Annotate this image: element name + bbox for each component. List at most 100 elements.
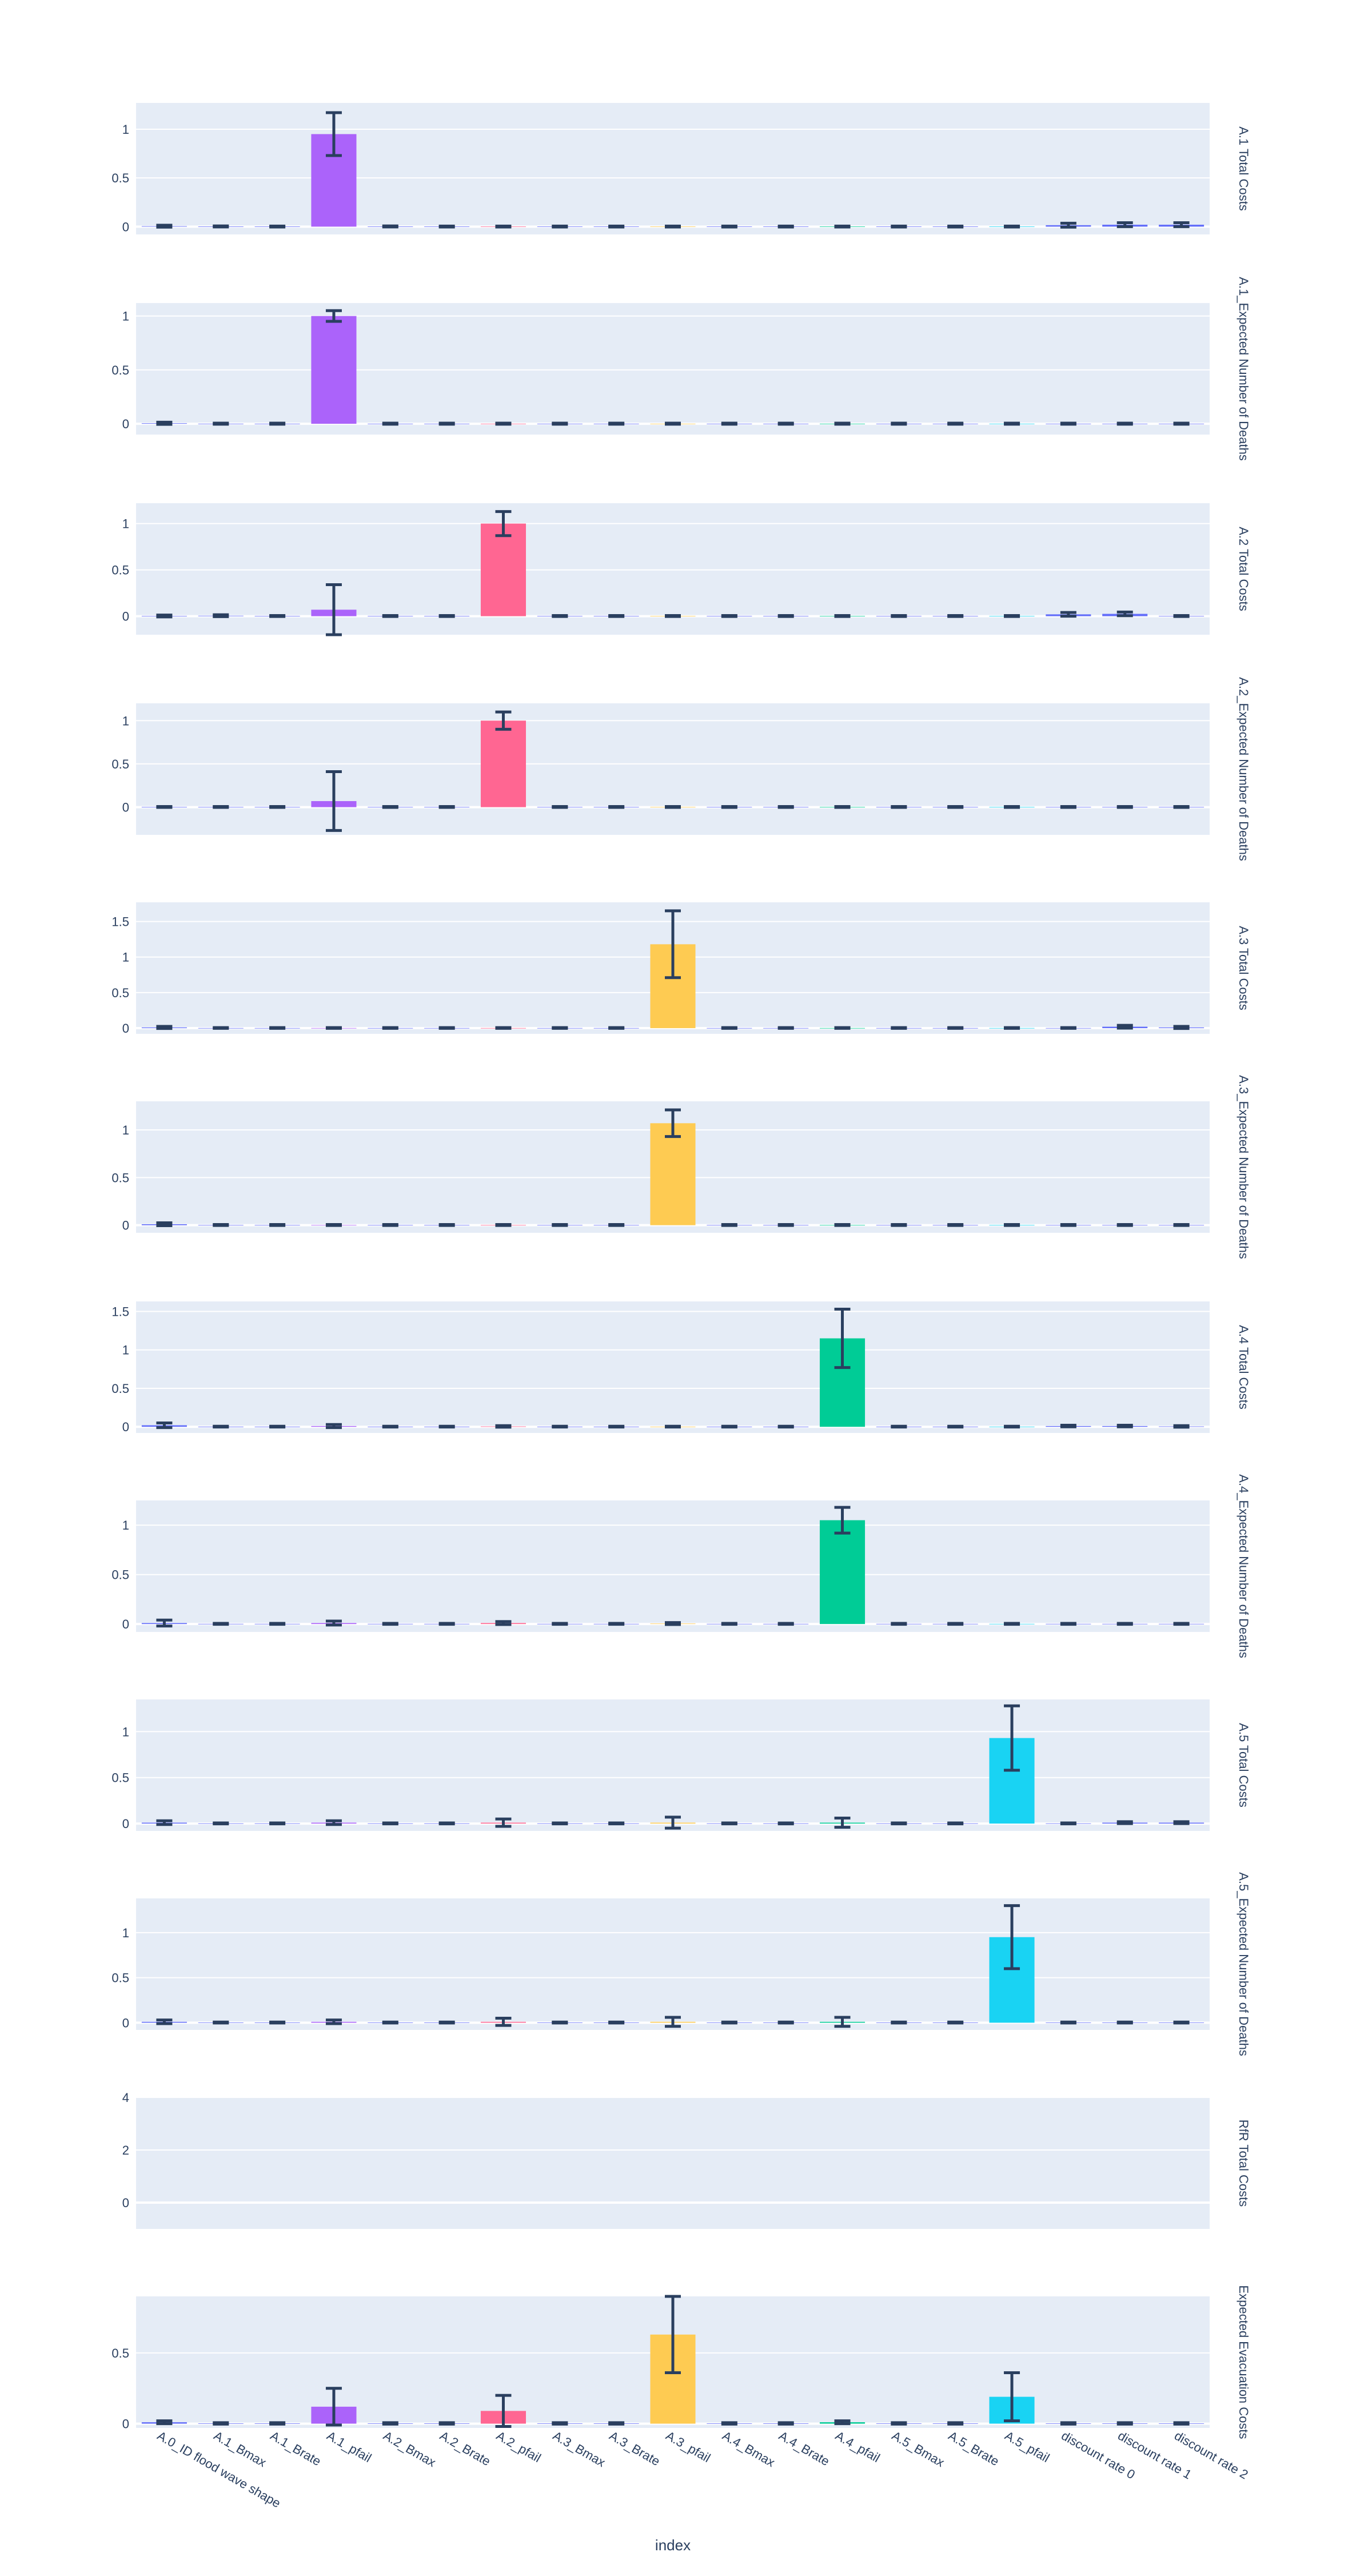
- error-bar-a-3-brate: [608, 1622, 625, 1626]
- x-tick-label: A.2_Bmax: [381, 2428, 438, 2470]
- y-tick-label: 1: [122, 1343, 129, 1357]
- error-bar-a-5-bmax: [891, 1424, 907, 1429]
- error-bar-a-4-bmax: [721, 805, 737, 809]
- panel-1: 0 0.5 1 A.1 Total Costs: [111, 103, 1251, 234]
- x-tick-label: A.4_pfail: [833, 2428, 883, 2465]
- y-tick-label: 0: [122, 1617, 129, 1631]
- y-tick-label: 1: [122, 122, 129, 137]
- error-bar-discount-rate-1: [1116, 1820, 1133, 1825]
- error-bar-a-1-brate: [269, 2421, 286, 2426]
- panel-10: 0 0.5 1 A.5_Expected Number of Deaths: [111, 1872, 1251, 2056]
- error-bar-a-3-bmax: [552, 224, 568, 229]
- y-tick-label: 0: [122, 2417, 129, 2431]
- error-bar-a-2-brate: [438, 224, 455, 229]
- error-bar-a-2-pfail: [495, 1223, 512, 1227]
- error-bar-a-4-pfail: [834, 614, 851, 618]
- error-bar-a-5-pfail: [1004, 1622, 1020, 1626]
- error-bar-a-5-brate: [947, 2421, 964, 2426]
- y-tick-label: 0: [122, 2016, 129, 2030]
- error-bar-a-2-brate: [438, 805, 455, 809]
- error-bar-discount-rate-0: [1060, 2020, 1076, 2025]
- error-bar-a-5-brate: [947, 421, 964, 426]
- y-tick-label: 0.5: [111, 1170, 129, 1185]
- error-bar-a-3-brate: [608, 1424, 625, 1429]
- error-bar-a-5-bmax: [891, 421, 907, 426]
- y-axis-title: A.3 Total Costs: [1237, 926, 1251, 1010]
- error-bar-a-4-bmax: [721, 2421, 737, 2426]
- x-tick-label: A.1_pfail: [324, 2428, 374, 2465]
- x-tick-label: A.4_Bmax: [720, 2428, 777, 2470]
- y-tick-label: 0.5: [111, 1971, 129, 1985]
- error-bar-a-3-bmax: [552, 614, 568, 618]
- error-bar-a-1-pfail: [325, 309, 342, 323]
- error-bar-a-3-pfail: [665, 805, 681, 809]
- y-axis-title: A.1 Total Costs: [1237, 126, 1251, 211]
- error-bar-a-3-bmax: [552, 2020, 568, 2025]
- error-bar-a-2-bmax: [382, 421, 398, 426]
- error-bar-discount-rate-1: [1116, 421, 1133, 426]
- error-bar-discount-rate-1: [1116, 2421, 1133, 2426]
- bar-a-4-pfail: [819, 1520, 866, 1625]
- y-axis-title: A.5 Total Costs: [1237, 1723, 1251, 1807]
- error-bar-discount-rate-2: [1173, 1622, 1190, 1626]
- error-bar-a-1-bmax: [213, 1223, 229, 1227]
- error-bar-a-3-brate: [608, 1223, 625, 1227]
- error-bar-a-4-pfail: [834, 1307, 851, 1369]
- error-bar-a-0-id-flood-wave-shape: [156, 224, 173, 229]
- y-tick-label: 1: [122, 1518, 129, 1532]
- error-bar-a-1-pfail: [325, 2387, 342, 2427]
- y-tick-label: 0.5: [111, 563, 129, 578]
- error-bar-a-2-brate: [438, 1424, 455, 1429]
- y-axis-title: A.5_Expected Number of Deaths: [1237, 1872, 1251, 2056]
- error-bar-discount-rate-0: [1060, 1622, 1076, 1626]
- error-bar-a-5-bmax: [891, 1821, 907, 1826]
- error-bar-discount-rate-1: [1116, 1223, 1133, 1227]
- error-bar-a-0-id-flood-wave-shape: [156, 805, 173, 809]
- error-bar-a-4-bmax: [721, 224, 737, 229]
- panel-12: 0 0.5 Expected Evacuation Costs: [111, 2285, 1251, 2439]
- x-tick-label: A.5_Brate: [946, 2428, 1002, 2469]
- error-bar-discount-rate-1: [1116, 1424, 1133, 1428]
- error-bar-a-0-id-flood-wave-shape: [156, 1025, 173, 1030]
- error-bar-a-2-bmax: [382, 1622, 398, 1626]
- error-bar-a-1-bmax: [213, 613, 229, 618]
- y-tick-label: 0.5: [111, 363, 129, 377]
- error-bar-a-1-pfail: [325, 1619, 342, 1627]
- error-bar-a-0-id-flood-wave-shape: [156, 2018, 173, 2025]
- error-bar-a-0-id-flood-wave-shape: [156, 1819, 173, 1826]
- y-tick-label: 0: [122, 417, 129, 431]
- error-bar-a-0-id-flood-wave-shape: [156, 1221, 173, 1227]
- error-bar-a-3-bmax: [552, 1424, 568, 1429]
- error-bar-a-2-pfail: [495, 2017, 512, 2027]
- error-bar-a-1-brate: [269, 805, 286, 809]
- x-tick-label: A.5_pfail: [1003, 2428, 1052, 2465]
- error-bar-a-2-pfail: [495, 1620, 512, 1626]
- error-bar-a-2-brate: [438, 2421, 455, 2426]
- error-bar-a-2-pfail: [495, 421, 512, 426]
- y-tick-label: 0.5: [111, 1568, 129, 1582]
- error-bar-a-4-pfail: [834, 2419, 851, 2426]
- bar-a-2-pfail: [480, 720, 527, 807]
- error-bar-a-3-brate: [608, 805, 625, 809]
- error-bar-a-2-bmax: [382, 1223, 398, 1227]
- error-bar-a-2-brate: [438, 2020, 455, 2025]
- error-bar-a-2-pfail: [495, 1424, 512, 1429]
- error-bar-a-5-bmax: [891, 614, 907, 618]
- x-tick-label: A.2_pfail: [494, 2428, 544, 2465]
- error-bar-discount-rate-2: [1173, 421, 1190, 426]
- plot-background: [136, 1301, 1210, 1433]
- error-bar-a-2-pfail: [495, 510, 512, 538]
- error-bar-discount-rate-0: [1060, 221, 1076, 229]
- error-bar-a-3-bmax: [552, 421, 568, 426]
- error-bar-discount-rate-2: [1173, 1223, 1190, 1227]
- panel-11: 0 2 4 RfR Total Costs: [122, 2091, 1251, 2229]
- error-bar-discount-rate-2: [1173, 2020, 1190, 2025]
- error-bar-discount-rate-0: [1060, 1821, 1076, 1826]
- error-bar-a-3-pfail: [665, 1108, 681, 1138]
- error-bar-a-2-bmax: [382, 1821, 398, 1826]
- panel-8: 0 0.5 1 A.4_Expected Number of Deaths: [111, 1474, 1251, 1658]
- error-bar-a-2-pfail: [495, 1817, 512, 1828]
- x-tick-label: A.4_Brate: [776, 2428, 832, 2469]
